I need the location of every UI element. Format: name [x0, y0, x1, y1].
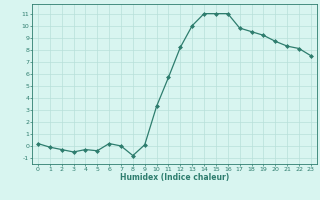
- X-axis label: Humidex (Indice chaleur): Humidex (Indice chaleur): [120, 173, 229, 182]
